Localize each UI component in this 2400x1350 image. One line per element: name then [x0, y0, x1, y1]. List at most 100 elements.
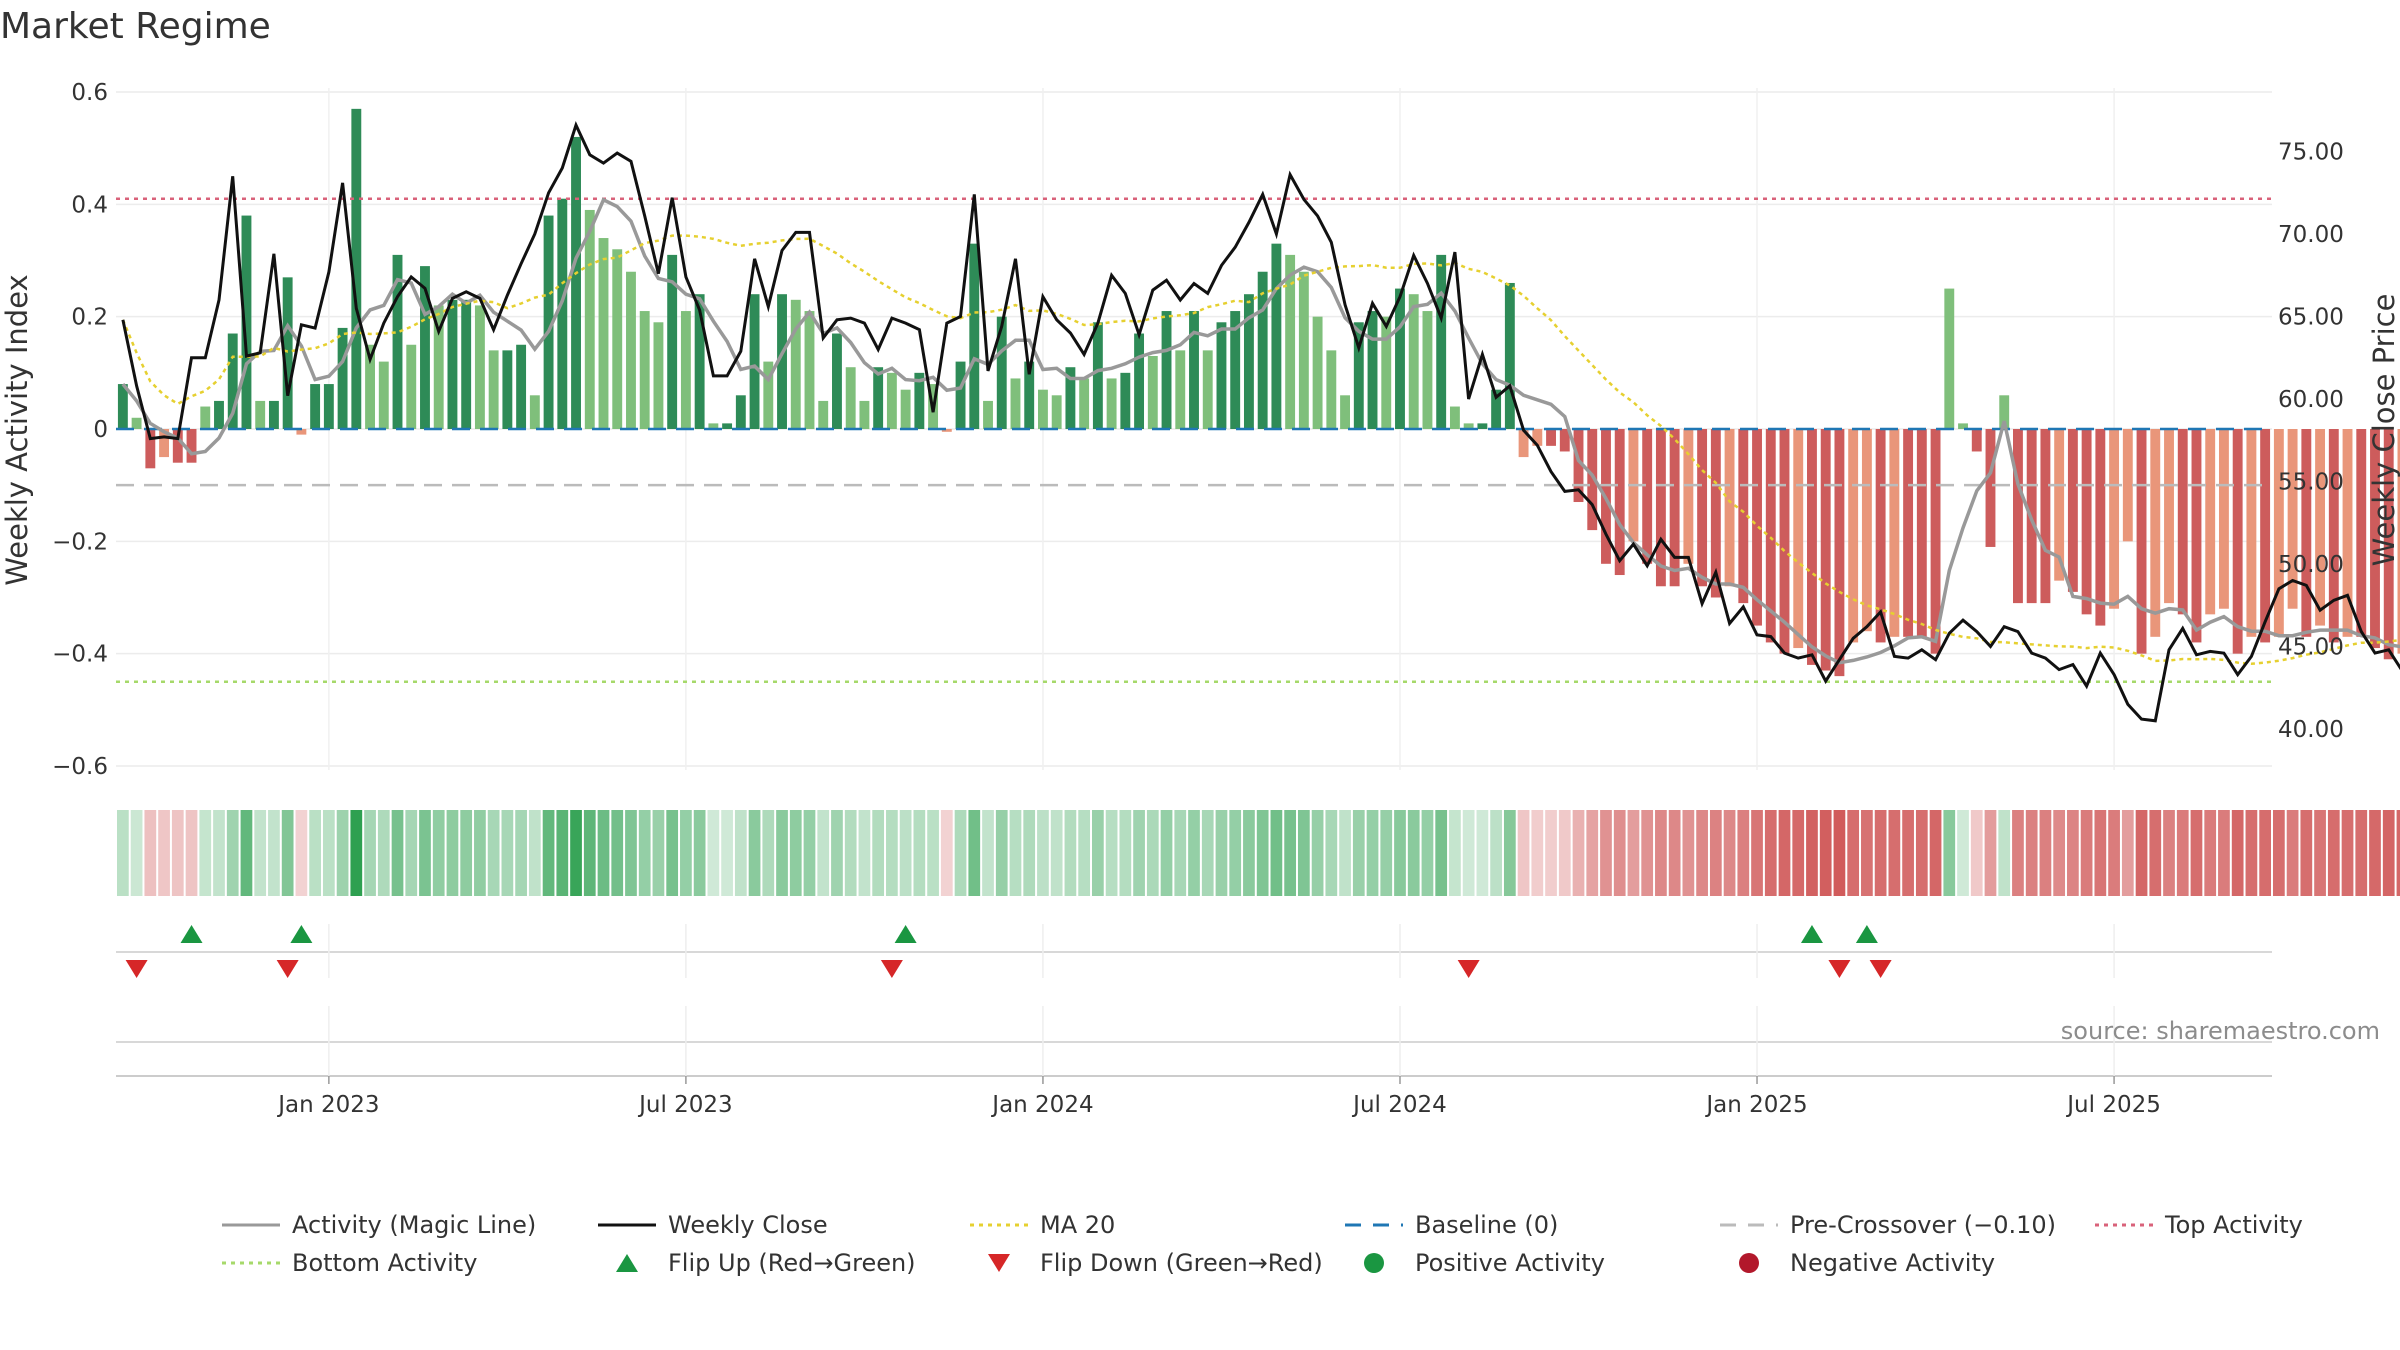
heat-cell — [364, 810, 376, 896]
heat-cell — [350, 810, 363, 896]
activity-bar — [2150, 429, 2161, 637]
flip-down-marker — [125, 960, 148, 978]
activity-bar — [420, 266, 430, 429]
activity-bar — [2109, 429, 2120, 609]
ma20-line — [121, 234, 2400, 666]
heat-cell — [391, 810, 404, 896]
heat-cell — [625, 810, 637, 896]
heat-cell — [2259, 810, 2271, 896]
heat-cell — [1352, 810, 1365, 896]
heat-cell — [1256, 810, 1269, 896]
heat-cell — [405, 810, 418, 896]
heat-cell — [1078, 810, 1091, 896]
heat-cell — [117, 810, 129, 896]
heat-cell — [1339, 810, 1351, 896]
heat-cell — [446, 810, 459, 896]
bottom-panel — [116, 1006, 2272, 1077]
legend: Activity (Magic Line) Weekly Close MA 20 Ba… — [222, 1211, 2303, 1277]
activity-bar — [1793, 429, 1804, 649]
heat-cell — [844, 810, 857, 896]
heat-cell — [1943, 810, 1956, 896]
activity-bar — [1340, 395, 1351, 429]
activity-bar — [2315, 429, 2326, 626]
activity-bar — [969, 243, 980, 429]
activity-bar — [1381, 316, 1392, 429]
heat-cell — [1092, 810, 1104, 896]
heat-cell — [2245, 810, 2258, 896]
activity-bar — [1807, 429, 1817, 665]
x-tick-label: Jul 2023 — [637, 1092, 733, 1118]
activity-bar — [1037, 389, 1048, 429]
heat-cell — [322, 810, 335, 896]
activity-bar — [763, 361, 774, 429]
activity-bar — [626, 271, 636, 429]
activity-bar — [1230, 311, 1241, 429]
activity-bar — [1285, 254, 1296, 429]
heat-cell — [1984, 810, 1997, 896]
activity-bar — [200, 406, 211, 429]
heat-cell — [2080, 810, 2093, 896]
flip-up-marker — [894, 925, 917, 943]
activity-bar — [502, 350, 513, 429]
heat-cell — [268, 810, 280, 896]
heat-cell — [1723, 810, 1736, 896]
activity-bar — [1353, 322, 1364, 429]
heat-cell — [2231, 810, 2244, 896]
activity-bar — [1642, 429, 1653, 564]
x-axis-ticks: Jan 2023 Jul 2023 Jan 2024 Jul 2024 Jan 2025… — [276, 1076, 2161, 1118]
activity-bar — [406, 344, 417, 429]
x-tick-label: Jan 2025 — [1704, 1092, 1807, 1118]
heat-cell — [1847, 810, 1860, 896]
activity-bar — [2287, 429, 2298, 609]
heat-cell — [542, 810, 555, 896]
heat-cell — [1764, 810, 1777, 896]
legend-item: Flip Down (Green→Red) — [988, 1249, 1323, 1277]
heat-cell — [2273, 810, 2285, 896]
legend-item: Negative Activity — [1739, 1249, 1995, 1277]
activity-bar — [227, 333, 238, 429]
heat-cell — [1709, 810, 1722, 896]
activity-bar — [1134, 333, 1145, 429]
legend-item: Weekly Close — [598, 1211, 828, 1239]
legend-item: Positive Activity — [1364, 1249, 1605, 1277]
heat-cell — [2149, 810, 2162, 896]
activity-bar — [1971, 429, 1982, 452]
heat-cell — [2012, 810, 2024, 896]
activity-bar — [529, 395, 540, 429]
heat-cell — [2382, 810, 2395, 896]
heat-cell — [1407, 810, 1420, 896]
heat-cell — [1243, 810, 1255, 896]
heat-cell — [528, 810, 541, 896]
heat-cell — [1641, 810, 1654, 896]
heat-cell — [1929, 810, 1942, 896]
left-tick-label: 0.6 — [71, 80, 108, 106]
heat-cell — [1819, 810, 1832, 896]
legend-item: MA 20 — [970, 1211, 1115, 1239]
heat-cell — [1146, 810, 1159, 896]
heat-cell — [1201, 810, 1214, 896]
activity-bar — [859, 400, 870, 429]
heat-cell — [803, 810, 816, 896]
heat-cell — [2067, 810, 2079, 896]
activity-bar — [955, 361, 966, 429]
heat-cell — [2396, 810, 2400, 896]
heat-cell — [2341, 810, 2354, 896]
left-tick-label: 0 — [93, 417, 108, 443]
activity-bar — [1106, 378, 1117, 429]
heat-cell — [2314, 810, 2326, 896]
activity-bar — [1051, 395, 1062, 429]
activity-bar — [708, 423, 719, 429]
heat-cell — [776, 810, 788, 896]
heat-cell — [295, 810, 308, 896]
activity-bar — [2246, 429, 2257, 637]
heat-cell — [213, 810, 225, 896]
legend-swatch — [1739, 1253, 1759, 1273]
heat-cell — [1133, 810, 1145, 896]
heat-cell — [474, 810, 486, 896]
activity-bar — [241, 215, 252, 429]
heat-cell — [1119, 810, 1132, 896]
activity-bar — [474, 305, 485, 429]
heat-cell — [858, 810, 871, 896]
activity-bar — [1216, 322, 1227, 429]
heat-cell — [487, 810, 500, 896]
